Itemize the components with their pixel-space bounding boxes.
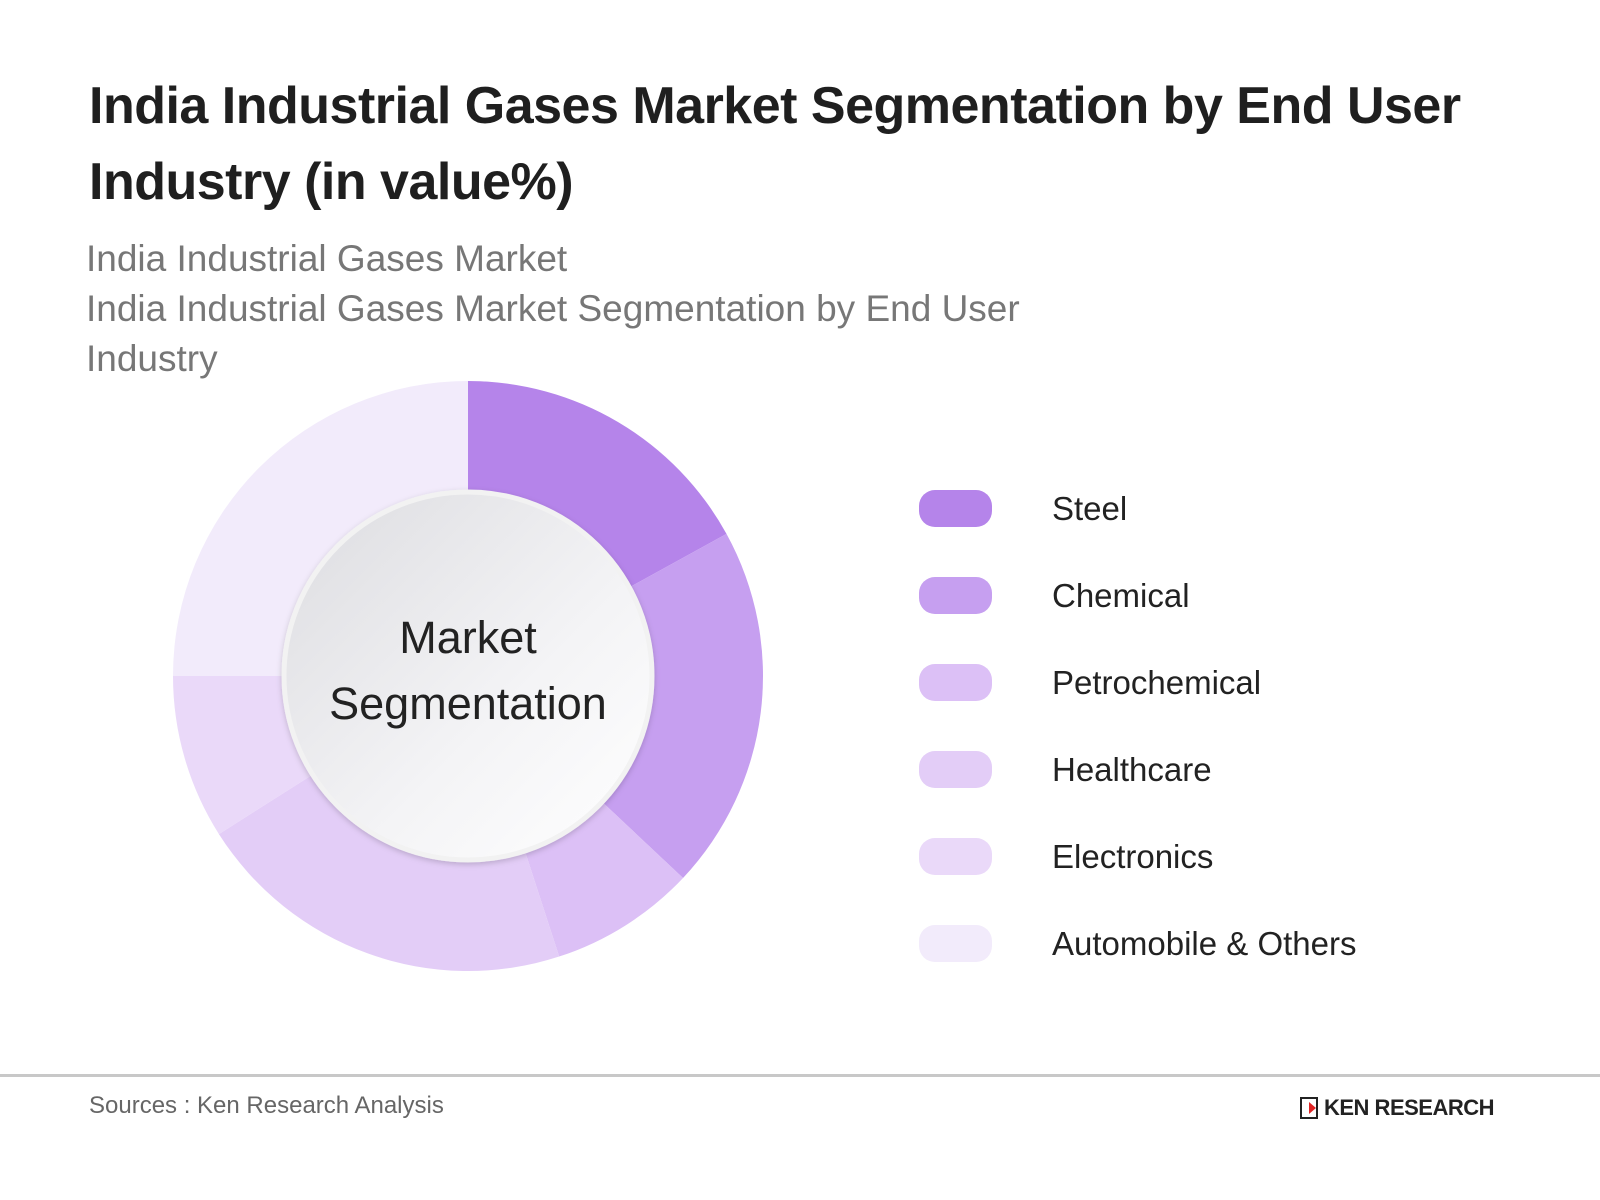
legend-item: Automobile & Others: [919, 900, 1356, 987]
center-label-line: Segmentation: [329, 678, 607, 729]
legend-swatch: [919, 751, 992, 788]
center-label: Market Segmentation: [298, 605, 638, 737]
legend-item: Petrochemical: [919, 639, 1356, 726]
logo-mark-icon: [1300, 1097, 1318, 1119]
legend-label: Steel: [1052, 489, 1128, 527]
subtitle-line: India Industrial Gases Market: [86, 238, 568, 279]
legend-swatch: [919, 925, 992, 962]
ken-research-logo: KEN RESEARCH: [1300, 1095, 1495, 1121]
legend-item: Steel: [919, 465, 1356, 552]
legend-swatch: [919, 838, 992, 875]
center-label-line: Market: [399, 612, 537, 663]
subtitle-line: India Industrial Gases Market Segmentati…: [86, 288, 1020, 379]
legend-swatch: [919, 577, 992, 614]
slice-healthcare: [218, 756, 560, 971]
legend-label: Automobile & Others: [1052, 924, 1357, 962]
legend-item: Healthcare: [919, 726, 1356, 813]
legend-swatch: [919, 490, 992, 527]
legend-label: Petrochemical: [1052, 663, 1262, 701]
slice-steel: [468, 381, 727, 604]
legend-item: Chemical: [919, 552, 1356, 639]
chart-subtitle: India Industrial Gases Market India Indu…: [86, 234, 1066, 384]
legend-label: Healthcare: [1052, 750, 1212, 788]
legend-swatch: [919, 664, 992, 701]
legend-label: Electronics: [1052, 837, 1214, 875]
legend-label: Chemical: [1052, 576, 1190, 614]
donut-center: [281, 489, 655, 863]
slice-automobile-others: [173, 381, 468, 676]
legend-item: Electronics: [919, 813, 1356, 900]
chart-title: India Industrial Gases Market Segmentati…: [89, 77, 1461, 211]
source-note: Sources : Ken Research Analysis: [89, 1092, 444, 1119]
logo-text: KEN RESEARCH: [1324, 1095, 1495, 1120]
footer-divider: [0, 1074, 1600, 1077]
legend: Steel Chemical Petrochemical Healthcare Elec…: [919, 465, 1356, 987]
